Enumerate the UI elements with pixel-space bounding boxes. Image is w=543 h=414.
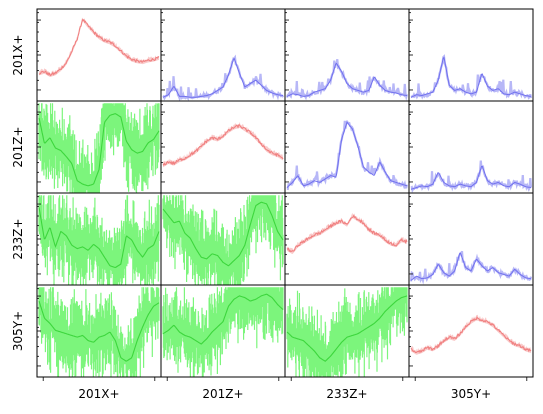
panel-305y-201z — [160, 284, 286, 381]
cross-spectrum-line — [410, 56, 532, 98]
coherence-band — [286, 287, 408, 377]
tick-marks — [409, 12, 413, 91]
cross-spectrum-line — [410, 252, 532, 281]
panel-233z-201x — [36, 192, 162, 286]
cross-spectrum-band — [162, 54, 284, 101]
tick-marks — [166, 377, 280, 381]
column-label-201z: 201Z+ — [202, 387, 243, 401]
coherence-band — [38, 103, 160, 193]
coherence-band — [162, 195, 284, 285]
panel-201x-201x — [36, 8, 162, 102]
cross-spectrum-line — [286, 62, 408, 97]
coherence-line — [38, 207, 160, 268]
panel-frame — [408, 284, 534, 378]
panel-201z-305y — [408, 100, 534, 194]
panel-201x-305y — [408, 8, 534, 102]
coherence-band — [38, 287, 160, 377]
coherence-band — [162, 287, 284, 377]
panel-frame — [284, 192, 410, 286]
tick-marks — [37, 196, 41, 275]
spectrum-line — [286, 214, 408, 253]
panel-305y-201x — [36, 284, 162, 381]
tick-marks — [161, 104, 165, 183]
tick-marks — [285, 196, 289, 275]
row-label-305y: 305Y+ — [11, 311, 25, 351]
tick-marks — [37, 104, 41, 183]
row-label-201x: 201X+ — [11, 34, 25, 75]
coherence-line — [286, 295, 408, 362]
panel-305y-305y — [408, 284, 534, 381]
column-label-233z: 233Z+ — [326, 387, 367, 401]
panel-frame — [408, 100, 534, 194]
panel-305y-233z — [284, 284, 410, 381]
tick-marks — [37, 12, 41, 91]
panel-233z-233z — [284, 192, 410, 286]
panel-233z-305y — [408, 192, 534, 286]
panel-201z-201z — [160, 100, 286, 194]
tick-marks — [409, 196, 413, 275]
cross-spectrum-band — [410, 160, 533, 193]
panel-frame — [36, 8, 162, 102]
spectrum-band — [163, 122, 283, 168]
tick-marks — [37, 288, 156, 381]
cross-spectrum-line — [410, 165, 532, 190]
spectrum-line — [410, 316, 532, 354]
spectrum-line — [38, 18, 160, 77]
coherence-line — [162, 293, 284, 345]
coherence-line — [162, 201, 284, 267]
tick-marks — [285, 12, 289, 91]
panel-201x-233z — [284, 8, 410, 102]
coherence-band — [38, 195, 160, 285]
tick-marks — [285, 104, 289, 183]
tick-marks — [290, 377, 404, 381]
column-label-201x: 201X+ — [78, 387, 119, 401]
cross-spectrum-line — [162, 58, 284, 98]
column-label-305y: 305Y+ — [451, 387, 491, 401]
spectrum-line — [162, 124, 284, 167]
panel-201z-233z — [284, 100, 410, 194]
tick-marks — [409, 288, 528, 381]
row-label-233z: 233Z+ — [11, 218, 25, 259]
cross-spectrum-line — [286, 121, 408, 188]
cross-spectrum-band — [410, 54, 533, 100]
panel-201x-201z — [160, 8, 286, 102]
panel-frame — [408, 8, 534, 102]
spectrum-band — [39, 17, 159, 78]
coherence-line — [38, 300, 160, 362]
labels-layer: 201X+ 201Z+ 233Z+ 305Y+ 201X+ 201Z+ 233Z+ 305Y+ — [11, 34, 491, 401]
tick-marks — [409, 104, 413, 183]
panel-233z-201z — [160, 192, 286, 286]
panel-201z-201x — [36, 100, 162, 194]
spectrum-band — [287, 212, 407, 255]
panels-layer — [36, 8, 534, 381]
tick-marks — [161, 12, 165, 91]
row-label-201z: 201Z+ — [11, 126, 25, 167]
coherence-line — [38, 113, 160, 187]
